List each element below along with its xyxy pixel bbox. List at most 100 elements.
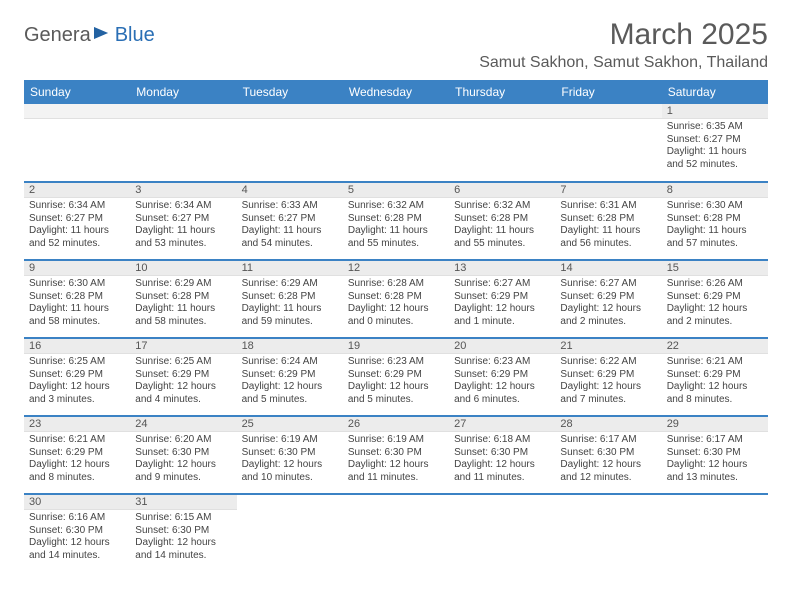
daylight-text: Daylight: 11 hours and 52 minutes.: [667, 146, 763, 171]
day-cell: 18Sunrise: 6:24 AMSunset: 6:29 PMDayligh…: [237, 338, 343, 416]
day-details: Sunrise: 6:35 AMSunset: 6:27 PMDaylight:…: [662, 119, 768, 174]
day-cell: 21Sunrise: 6:22 AMSunset: 6:29 PMDayligh…: [555, 338, 661, 416]
day-cell: 19Sunrise: 6:23 AMSunset: 6:29 PMDayligh…: [343, 338, 449, 416]
daylight-text: Daylight: 12 hours and 2 minutes.: [667, 303, 763, 328]
sunset-text: Sunset: 6:29 PM: [454, 291, 550, 304]
day-number: 6: [449, 183, 555, 198]
day-number: 16: [24, 339, 130, 354]
sunrise-text: Sunrise: 6:24 AM: [242, 356, 338, 369]
day-header: Friday: [555, 80, 661, 104]
day-cell: [449, 104, 555, 182]
sunset-text: Sunset: 6:29 PM: [29, 447, 125, 460]
sunrise-text: Sunrise: 6:29 AM: [135, 278, 231, 291]
sunset-text: Sunset: 6:29 PM: [29, 369, 125, 382]
daylight-text: Daylight: 12 hours and 7 minutes.: [560, 381, 656, 406]
sunset-text: Sunset: 6:30 PM: [560, 447, 656, 460]
day-cell: [449, 494, 555, 572]
sunset-text: Sunset: 6:28 PM: [560, 213, 656, 226]
sunset-text: Sunset: 6:30 PM: [242, 447, 338, 460]
day-number: 10: [130, 261, 236, 276]
sunrise-text: Sunrise: 6:17 AM: [560, 434, 656, 447]
sunset-text: Sunset: 6:29 PM: [454, 369, 550, 382]
day-details: Sunrise: 6:30 AMSunset: 6:28 PMDaylight:…: [24, 276, 130, 331]
day-cell: 2Sunrise: 6:34 AMSunset: 6:27 PMDaylight…: [24, 182, 130, 260]
day-details: Sunrise: 6:32 AMSunset: 6:28 PMDaylight:…: [343, 198, 449, 253]
week-row: 9Sunrise: 6:30 AMSunset: 6:28 PMDaylight…: [24, 260, 768, 338]
empty-day-bar: [555, 104, 661, 119]
daylight-text: Daylight: 11 hours and 58 minutes.: [29, 303, 125, 328]
day-details: Sunrise: 6:29 AMSunset: 6:28 PMDaylight:…: [237, 276, 343, 331]
sunrise-text: Sunrise: 6:32 AM: [348, 200, 444, 213]
daylight-text: Daylight: 11 hours and 52 minutes.: [29, 225, 125, 250]
day-details: Sunrise: 6:23 AMSunset: 6:29 PMDaylight:…: [343, 354, 449, 409]
sunrise-text: Sunrise: 6:17 AM: [667, 434, 763, 447]
day-cell: 30Sunrise: 6:16 AMSunset: 6:30 PMDayligh…: [24, 494, 130, 572]
day-cell: 5Sunrise: 6:32 AMSunset: 6:28 PMDaylight…: [343, 182, 449, 260]
sunset-text: Sunset: 6:29 PM: [560, 369, 656, 382]
daylight-text: Daylight: 11 hours and 58 minutes.: [135, 303, 231, 328]
day-cell: [130, 104, 236, 182]
sunset-text: Sunset: 6:30 PM: [29, 525, 125, 538]
day-details: Sunrise: 6:19 AMSunset: 6:30 PMDaylight:…: [237, 432, 343, 487]
day-details: Sunrise: 6:19 AMSunset: 6:30 PMDaylight:…: [343, 432, 449, 487]
day-cell: [237, 104, 343, 182]
day-number: 14: [555, 261, 661, 276]
day-details: Sunrise: 6:22 AMSunset: 6:29 PMDaylight:…: [555, 354, 661, 409]
daylight-text: Daylight: 11 hours and 57 minutes.: [667, 225, 763, 250]
day-cell: [24, 104, 130, 182]
sunrise-text: Sunrise: 6:20 AM: [135, 434, 231, 447]
day-header: Thursday: [449, 80, 555, 104]
daylight-text: Daylight: 12 hours and 11 minutes.: [454, 459, 550, 484]
sunset-text: Sunset: 6:28 PM: [348, 213, 444, 226]
empty-day-bar: [237, 104, 343, 119]
week-row: 1Sunrise: 6:35 AMSunset: 6:27 PMDaylight…: [24, 104, 768, 182]
day-number: 8: [662, 183, 768, 198]
sunrise-text: Sunrise: 6:27 AM: [454, 278, 550, 291]
day-number: 29: [662, 417, 768, 432]
day-number: 27: [449, 417, 555, 432]
sunset-text: Sunset: 6:28 PM: [29, 291, 125, 304]
day-details: Sunrise: 6:23 AMSunset: 6:29 PMDaylight:…: [449, 354, 555, 409]
day-cell: [555, 494, 661, 572]
day-cell: 24Sunrise: 6:20 AMSunset: 6:30 PMDayligh…: [130, 416, 236, 494]
sunset-text: Sunset: 6:27 PM: [135, 213, 231, 226]
day-cell: 8Sunrise: 6:30 AMSunset: 6:28 PMDaylight…: [662, 182, 768, 260]
day-number: 15: [662, 261, 768, 276]
daylight-text: Daylight: 12 hours and 5 minutes.: [242, 381, 338, 406]
sunset-text: Sunset: 6:30 PM: [135, 447, 231, 460]
day-number: 7: [555, 183, 661, 198]
day-cell: 3Sunrise: 6:34 AMSunset: 6:27 PMDaylight…: [130, 182, 236, 260]
sunset-text: Sunset: 6:29 PM: [135, 369, 231, 382]
day-details: Sunrise: 6:25 AMSunset: 6:29 PMDaylight:…: [130, 354, 236, 409]
day-details: Sunrise: 6:28 AMSunset: 6:28 PMDaylight:…: [343, 276, 449, 331]
sunset-text: Sunset: 6:30 PM: [454, 447, 550, 460]
day-cell: 26Sunrise: 6:19 AMSunset: 6:30 PMDayligh…: [343, 416, 449, 494]
day-number: 4: [237, 183, 343, 198]
day-number: 17: [130, 339, 236, 354]
sunrise-text: Sunrise: 6:34 AM: [135, 200, 231, 213]
day-number: 19: [343, 339, 449, 354]
day-cell: 23Sunrise: 6:21 AMSunset: 6:29 PMDayligh…: [24, 416, 130, 494]
day-number: 3: [130, 183, 236, 198]
daylight-text: Daylight: 12 hours and 9 minutes.: [135, 459, 231, 484]
sunrise-text: Sunrise: 6:29 AM: [242, 278, 338, 291]
sunset-text: Sunset: 6:28 PM: [667, 213, 763, 226]
daylight-text: Daylight: 12 hours and 6 minutes.: [454, 381, 550, 406]
day-cell: 29Sunrise: 6:17 AMSunset: 6:30 PMDayligh…: [662, 416, 768, 494]
day-details: Sunrise: 6:21 AMSunset: 6:29 PMDaylight:…: [662, 354, 768, 409]
day-cell: [343, 104, 449, 182]
sunrise-text: Sunrise: 6:32 AM: [454, 200, 550, 213]
day-details: Sunrise: 6:24 AMSunset: 6:29 PMDaylight:…: [237, 354, 343, 409]
sunrise-text: Sunrise: 6:19 AM: [242, 434, 338, 447]
sunrise-text: Sunrise: 6:22 AM: [560, 356, 656, 369]
logo-text-part2: Blue: [115, 24, 155, 47]
day-number: 11: [237, 261, 343, 276]
title-block: March 2025 Samut Sakhon, Samut Sakhon, T…: [479, 18, 768, 72]
month-title: March 2025: [479, 18, 768, 52]
sunset-text: Sunset: 6:29 PM: [667, 369, 763, 382]
day-details: Sunrise: 6:27 AMSunset: 6:29 PMDaylight:…: [555, 276, 661, 331]
daylight-text: Daylight: 11 hours and 56 minutes.: [560, 225, 656, 250]
daylight-text: Daylight: 12 hours and 5 minutes.: [348, 381, 444, 406]
day-number: 23: [24, 417, 130, 432]
sunrise-text: Sunrise: 6:16 AM: [29, 512, 125, 525]
